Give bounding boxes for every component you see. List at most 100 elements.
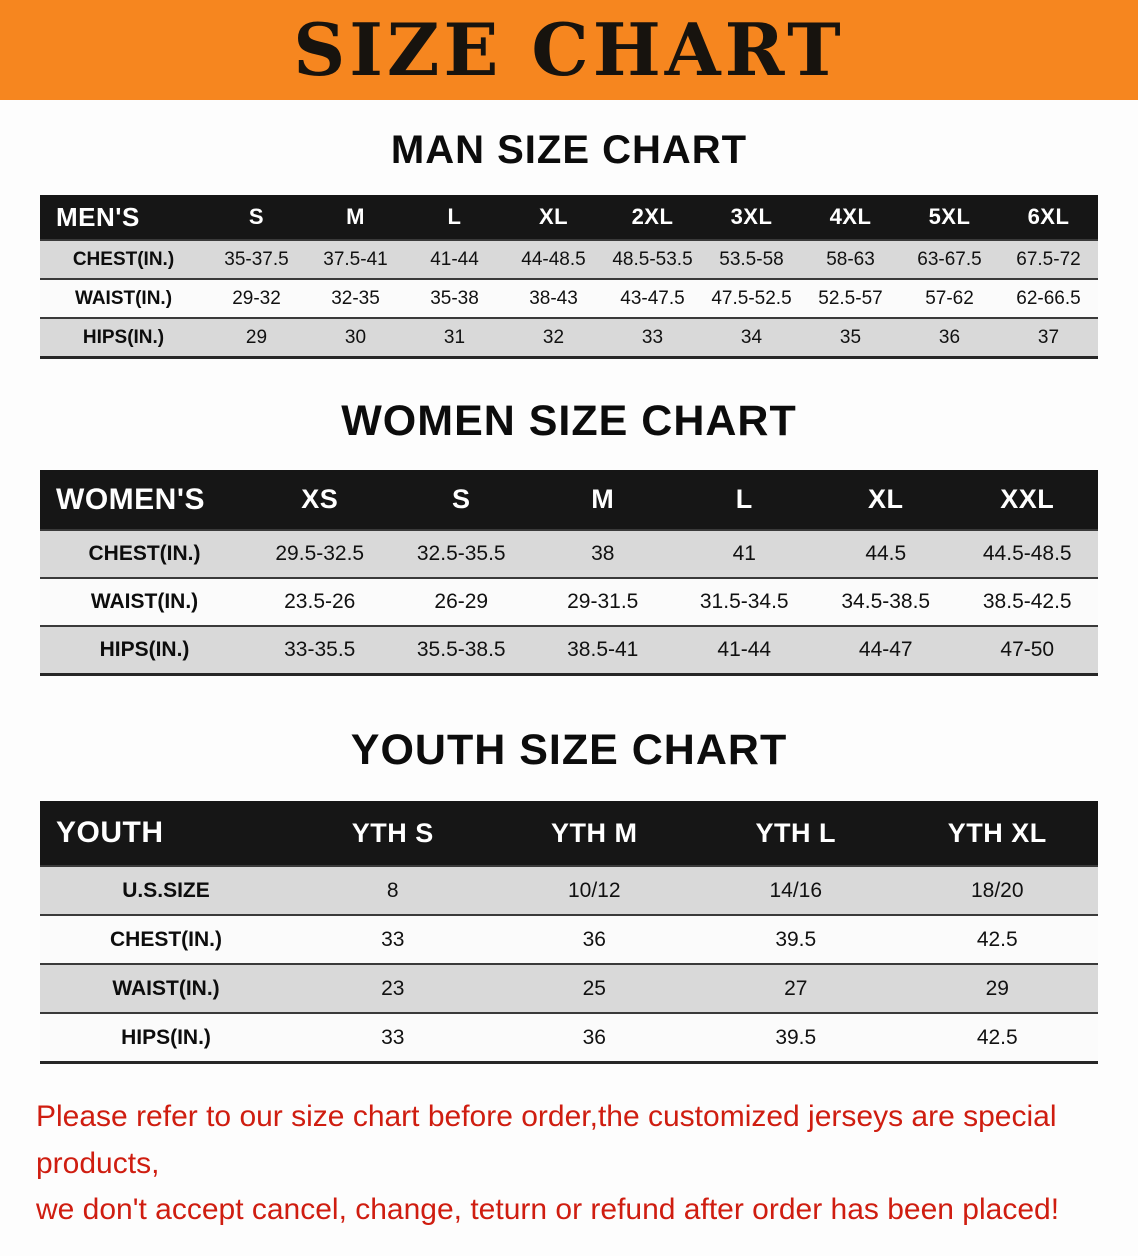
disclaimer-line-1: Please refer to our size chart before or… bbox=[36, 1100, 1057, 1180]
size-value-cell: 35.5-38.5 bbox=[390, 625, 532, 675]
size-value-cell: 38 bbox=[532, 529, 674, 578]
size-column-header: 4XL bbox=[801, 195, 900, 240]
men-size-table: MEN'S S M L XL 2XL 3XL 4XL 5XL 6XL CHEST(IN.) 35-37… bbox=[40, 195, 1098, 359]
size-value-cell: 32.5-35.5 bbox=[390, 529, 532, 578]
measurement-label: HIPS(IN.) bbox=[40, 1012, 292, 1063]
size-value-cell: 33 bbox=[292, 914, 494, 964]
size-column-header: YTH M bbox=[493, 801, 695, 866]
size-value-cell: 32 bbox=[504, 317, 603, 358]
section-men-sizes: MAN SIZE CHART MEN'S S M L XL 2XL 3XL 4XL 5XL 6XL… bbox=[0, 128, 1138, 359]
size-value-cell: 52.5-57 bbox=[801, 278, 900, 318]
size-value-cell: 35-38 bbox=[405, 278, 504, 318]
size-value-cell: 44.5 bbox=[815, 529, 957, 578]
size-value-cell: 37.5-41 bbox=[306, 239, 405, 279]
size-value-cell: 31.5-34.5 bbox=[673, 577, 815, 626]
size-value-cell: 44-48.5 bbox=[504, 239, 603, 279]
size-value-cell: 34.5-38.5 bbox=[815, 577, 957, 626]
size-value-cell: 14/16 bbox=[695, 865, 897, 915]
size-value-cell: 47.5-52.5 bbox=[702, 278, 801, 318]
measurement-row: CHEST(IN.) 35-37.5 37.5-41 41-44 44-48.5 48.5… bbox=[40, 239, 1098, 279]
size-value-cell: 32-35 bbox=[306, 278, 405, 318]
size-value-cell: 63-67.5 bbox=[900, 239, 999, 279]
measurement-row: WAIST(IN.) 29-32 32-35 35-38 38-43 43-47.5 47.… bbox=[40, 278, 1098, 318]
size-value-cell: 36 bbox=[493, 914, 695, 964]
size-column-header: YTH S bbox=[292, 801, 494, 866]
measurement-label: HIPS(IN.) bbox=[40, 317, 207, 358]
size-value-cell: 44-47 bbox=[815, 625, 957, 675]
measurement-label: CHEST(IN.) bbox=[40, 239, 207, 279]
women-table-header-row: WOMEN'S XS S M L XL XXL bbox=[40, 470, 1098, 530]
section-women-sizes: WOMEN SIZE CHART WOMEN'S XS S M L XL XXL CHEST(… bbox=[0, 397, 1138, 676]
size-value-cell: 27 bbox=[695, 963, 897, 1013]
size-value-cell: 34 bbox=[702, 317, 801, 358]
size-value-cell: 36 bbox=[900, 317, 999, 358]
size-value-cell: 48.5-53.5 bbox=[603, 239, 702, 279]
size-value-cell: 43-47.5 bbox=[603, 278, 702, 318]
youth-table-title: YOUTH bbox=[40, 801, 292, 866]
measurement-row: CHEST(IN.) 33 36 39.5 42.5 bbox=[40, 914, 1098, 964]
size-column-header: 6XL bbox=[999, 195, 1098, 240]
women-section-heading: WOMEN SIZE CHART bbox=[341, 397, 797, 445]
women-table-title: WOMEN'S bbox=[40, 470, 249, 530]
measurement-row: HIPS(IN.) 33 36 39.5 42.5 bbox=[40, 1012, 1098, 1063]
size-value-cell: 35-37.5 bbox=[207, 239, 306, 279]
size-value-cell: 39.5 bbox=[695, 1012, 897, 1063]
size-value-cell: 37 bbox=[999, 317, 1098, 358]
measurement-label: CHEST(IN.) bbox=[40, 914, 292, 964]
size-value-cell: 41 bbox=[673, 529, 815, 578]
size-value-cell: 25 bbox=[493, 963, 695, 1013]
size-column-header: M bbox=[306, 195, 405, 240]
size-value-cell: 39.5 bbox=[695, 914, 897, 964]
youth-table-header-row: YOUTH YTH S YTH M YTH L YTH XL bbox=[40, 801, 1098, 866]
size-value-cell: 33-35.5 bbox=[249, 625, 391, 675]
size-value-cell: 29 bbox=[207, 317, 306, 358]
men-table-title: MEN'S bbox=[40, 195, 207, 240]
size-value-cell: 67.5-72 bbox=[999, 239, 1098, 279]
size-column-header: YTH L bbox=[695, 801, 897, 866]
measurement-row: HIPS(IN.) 29 30 31 32 33 34 35 36 37 bbox=[40, 317, 1098, 358]
size-value-cell: 29 bbox=[896, 963, 1098, 1013]
size-value-cell: 38.5-41 bbox=[532, 625, 674, 675]
measurement-label: CHEST(IN.) bbox=[40, 529, 249, 578]
size-column-header: S bbox=[207, 195, 306, 240]
size-column-header: 3XL bbox=[702, 195, 801, 240]
size-value-cell: 10/12 bbox=[493, 865, 695, 915]
size-column-header: S bbox=[390, 470, 532, 530]
size-value-cell: 23.5-26 bbox=[249, 577, 391, 626]
title-banner: SIZE CHART bbox=[0, 0, 1138, 100]
youth-size-table: YOUTH YTH S YTH M YTH L YTH XL U.S.SIZE 8 10/12… bbox=[40, 801, 1098, 1064]
size-column-header: L bbox=[405, 195, 504, 240]
size-value-cell: 29-32 bbox=[207, 278, 306, 318]
size-value-cell: 33 bbox=[292, 1012, 494, 1063]
size-column-header: XS bbox=[249, 470, 391, 530]
youth-section-heading: YOUTH SIZE CHART bbox=[350, 726, 788, 774]
measurement-label: WAIST(IN.) bbox=[40, 577, 249, 626]
size-value-cell: 62-66.5 bbox=[999, 278, 1098, 318]
measurement-row: WAIST(IN.) 23 25 27 29 bbox=[40, 963, 1098, 1013]
measurement-label: WAIST(IN.) bbox=[40, 278, 207, 318]
size-value-cell: 57-62 bbox=[900, 278, 999, 318]
size-column-header: 5XL bbox=[900, 195, 999, 240]
size-value-cell: 58-63 bbox=[801, 239, 900, 279]
measurement-row: U.S.SIZE 8 10/12 14/16 18/20 bbox=[40, 865, 1098, 915]
size-value-cell: 29.5-32.5 bbox=[249, 529, 391, 578]
size-value-cell: 29-31.5 bbox=[532, 577, 674, 626]
size-value-cell: 41-44 bbox=[673, 625, 815, 675]
measurement-label: U.S.SIZE bbox=[40, 865, 292, 915]
size-column-header: XL bbox=[815, 470, 957, 530]
size-value-cell: 8 bbox=[292, 865, 494, 915]
measurement-row: CHEST(IN.) 29.5-32.5 32.5-35.5 38 41 44.5 44.5… bbox=[40, 529, 1098, 578]
size-value-cell: 44.5-48.5 bbox=[956, 529, 1098, 578]
size-value-cell: 26-29 bbox=[390, 577, 532, 626]
size-column-header: L bbox=[673, 470, 815, 530]
size-column-header: M bbox=[532, 470, 674, 530]
section-youth-sizes: YOUTH SIZE CHART YOUTH YTH S YTH M YTH L YTH… bbox=[0, 726, 1138, 1064]
men-section-heading: MAN SIZE CHART bbox=[390, 128, 748, 172]
measurement-row: WAIST(IN.) 23.5-26 26-29 29-31.5 31.5-34.5 34… bbox=[40, 577, 1098, 626]
size-value-cell: 33 bbox=[603, 317, 702, 358]
size-value-cell: 41-44 bbox=[405, 239, 504, 279]
size-value-cell: 23 bbox=[292, 963, 494, 1013]
men-table-header-row: MEN'S S M L XL 2XL 3XL 4XL 5XL 6XL bbox=[40, 195, 1098, 240]
size-value-cell: 30 bbox=[306, 317, 405, 358]
